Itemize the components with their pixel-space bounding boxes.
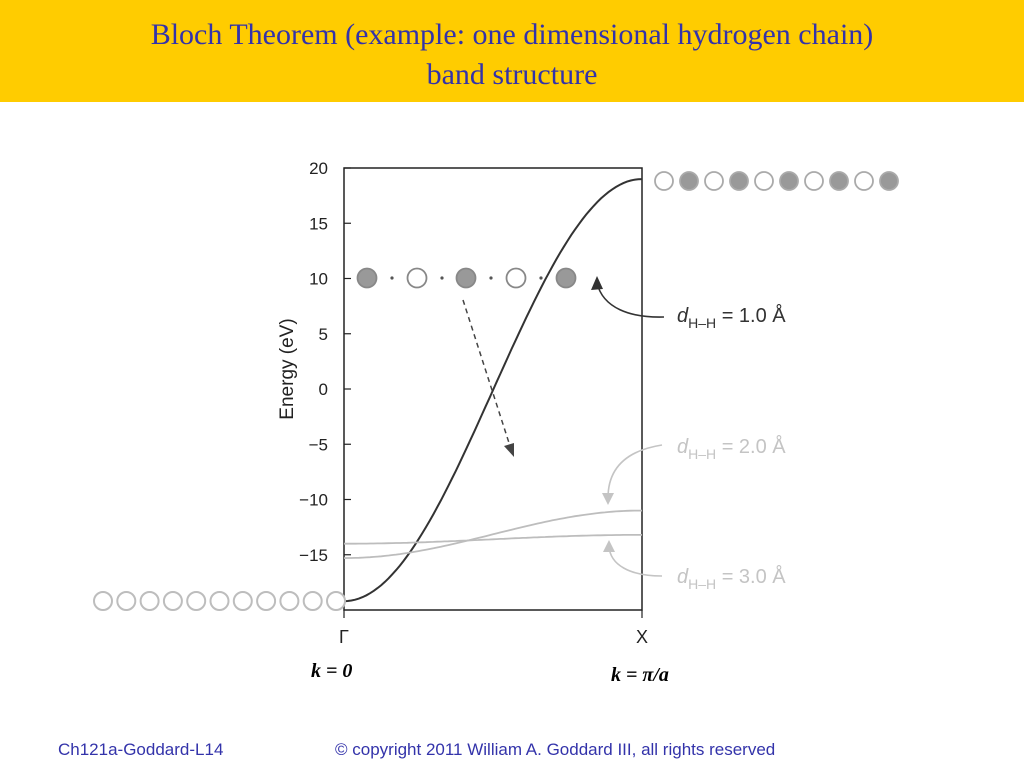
node-dot xyxy=(539,276,543,280)
dashed-arrowhead xyxy=(504,443,514,457)
y-ticks: 20 15 10 5 0 −5 −10 −15 Energy (eV) xyxy=(277,159,351,565)
slide-title-line2: band structure xyxy=(426,58,598,91)
atom-open xyxy=(654,171,674,191)
footer-course: Ch121a-Goddard-L14 xyxy=(58,740,224,759)
y-tick-label: −10 xyxy=(299,491,328,510)
band-lines xyxy=(343,178,643,603)
atom-chains xyxy=(93,171,899,611)
atom-filled xyxy=(455,267,477,289)
atom-open xyxy=(854,171,874,191)
annotation-arrowhead xyxy=(591,276,603,290)
atom-open xyxy=(232,591,253,611)
node-dot xyxy=(489,276,493,280)
annotation-arrow xyxy=(596,282,665,318)
y-tick-label: 15 xyxy=(309,214,328,233)
atom-open xyxy=(209,591,230,611)
atom-open xyxy=(302,591,323,611)
y-tick-label: −15 xyxy=(299,546,328,565)
dashed-arrow xyxy=(462,299,511,447)
annotation-arrowhead xyxy=(603,540,615,552)
slide-title-line1: Bloch Theorem (example: one dimensional … xyxy=(150,18,874,51)
annotation-label: dH–H = 1.0 Å xyxy=(677,304,786,331)
atom-filled xyxy=(879,171,899,191)
atom-filled xyxy=(679,171,699,191)
annotation-arrowhead xyxy=(602,493,614,505)
band-line xyxy=(343,178,643,603)
annotation-label: dH–H = 2.0 Å xyxy=(677,435,786,462)
atom-filled xyxy=(356,267,378,289)
atom-open xyxy=(804,171,824,191)
atom-filled xyxy=(729,171,749,191)
atom-open xyxy=(256,591,277,611)
annotations: dH–H = 1.0 Å dH–H = 2.0 Å dH–H = 3.0 Å xyxy=(591,276,786,592)
y-tick-label: 20 xyxy=(309,159,328,178)
atom-open xyxy=(279,591,300,611)
y-tick-label: 5 xyxy=(319,325,328,344)
node-dot xyxy=(440,276,444,280)
atom-open xyxy=(93,591,113,611)
annotation-label: dH–H = 3.0 Å xyxy=(677,565,786,592)
y-tick-label: −5 xyxy=(309,435,328,454)
footer-copyright: © copyright 2011 William A. Goddard III,… xyxy=(335,740,776,759)
atom-open xyxy=(704,171,724,191)
band-line xyxy=(343,509,642,559)
x-tick-label: X xyxy=(636,627,648,647)
y-tick-label: 10 xyxy=(309,270,328,289)
band-line xyxy=(344,534,642,545)
atom-filled xyxy=(779,171,799,191)
atom-filled xyxy=(555,267,577,289)
atom-open xyxy=(139,591,160,611)
atom-filled xyxy=(829,171,849,191)
annotation-arrow xyxy=(607,444,663,499)
y-axis-label: Energy (eV) xyxy=(277,318,298,419)
y-tick-label: 0 xyxy=(319,380,328,399)
k-zero-label: k = 0 xyxy=(311,660,353,682)
atom-open xyxy=(116,591,137,611)
x-tick-label: Γ xyxy=(339,627,349,647)
atom-open xyxy=(754,171,774,191)
annotation-arrow xyxy=(608,545,663,577)
node-dot xyxy=(390,276,394,280)
title-bar xyxy=(0,0,1024,102)
atom-open xyxy=(162,591,183,611)
atom-open xyxy=(186,591,207,611)
atom-open xyxy=(505,267,527,289)
k-pi-label: k = π/a xyxy=(611,664,669,686)
atom-open xyxy=(406,267,428,289)
atom-open xyxy=(326,591,346,611)
